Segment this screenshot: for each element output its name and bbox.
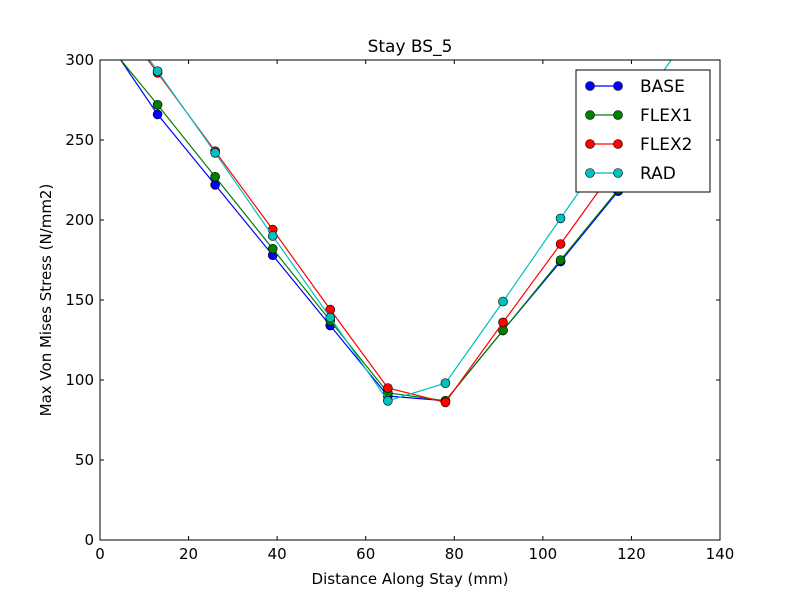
data-point-flex2	[96, 0, 105, 1]
legend-label: BASE	[640, 77, 685, 97]
y-tick-label: 200	[65, 211, 94, 229]
data-point-flex2	[555, 239, 566, 249]
y-tick-label: 300	[65, 51, 94, 69]
legend-marker	[585, 110, 595, 120]
y-tick-label: 50	[75, 451, 94, 469]
data-point-rad	[267, 231, 278, 241]
data-point-rad	[440, 378, 451, 389]
data-point-rad	[498, 296, 508, 307]
data-point-base	[96, 25, 105, 34]
data-point-rad	[555, 213, 566, 224]
x-tick-label: 120	[617, 545, 646, 563]
y-axis-label: Max Von Mises Stress (N/mm2)	[37, 184, 55, 417]
data-point-flex1	[267, 244, 278, 254]
data-point-flex1	[96, 30, 105, 39]
legend-marker	[613, 168, 623, 178]
data-point-flex1	[152, 100, 163, 110]
data-point-rad	[383, 395, 393, 406]
legend-marker	[585, 139, 595, 149]
x-tick-label: 0	[95, 545, 105, 563]
data-point-base	[152, 109, 163, 120]
legend: BASE FLEX1 FLEX2 RAD	[575, 69, 711, 193]
data-point-flex2	[498, 317, 508, 328]
x-tick-label: 60	[356, 545, 375, 563]
legend-marker	[613, 110, 623, 120]
x-axis-label: Distance Along Stay (mm)	[312, 570, 509, 588]
plot-frame	[99, 59, 721, 541]
y-tick-label: 0	[84, 531, 94, 549]
legend-entry-flex1: FLEX1	[585, 106, 692, 126]
legend-label: RAD	[640, 164, 676, 184]
legend-label: FLEX1	[640, 106, 692, 126]
legend-marker	[613, 139, 623, 149]
legend-marker	[613, 81, 623, 91]
data-point-rad	[210, 148, 220, 158]
legend-box	[575, 69, 711, 193]
data-point-rad	[152, 66, 163, 76]
legend-entry-rad: RAD	[585, 164, 676, 184]
data-point-flex2	[383, 383, 393, 393]
data-point-rad	[325, 312, 336, 323]
data-point-flex2	[440, 397, 451, 408]
data-point-flex1	[555, 255, 566, 265]
x-tick-label: 140	[706, 545, 735, 563]
legend-marker	[585, 168, 595, 178]
legend-entry-base: BASE	[585, 77, 685, 97]
x-tick-label: 20	[179, 545, 198, 563]
legend-entry-flex2: FLEX2	[585, 135, 692, 155]
legend-label: FLEX2	[640, 135, 692, 155]
y-tick-label: 150	[65, 291, 94, 309]
y-tick-label: 100	[65, 371, 94, 389]
x-tick-label: 80	[445, 545, 464, 563]
x-tick-label: 100	[529, 545, 558, 563]
x-tick-label: 40	[268, 545, 287, 563]
y-tick-label: 250	[65, 131, 94, 149]
chart-title: Stay BS_5	[368, 37, 453, 57]
legend-marker	[585, 81, 595, 91]
data-point-flex1	[210, 172, 220, 182]
data-point-rad	[671, 49, 680, 58]
